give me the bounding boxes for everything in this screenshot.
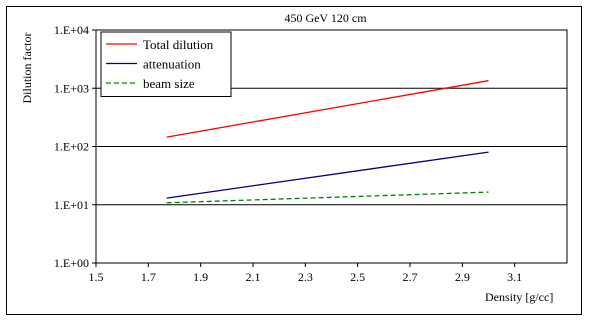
chart-frame: 1.E+00 1.E+01 1.E+02 1.E+03 1.E+04 1.5 1.7 1.9 2… [6,6,582,315]
y-tick-label: 1.E+03 [54,81,89,95]
legend: Total dilution attenuation beam size [100,31,232,97]
legend-box [100,31,232,97]
legend-label: beam size [143,76,195,91]
tick-layer: 1.E+00 1.E+01 1.E+02 1.E+03 1.E+04 1.5 1.7 1.9 2… [54,23,522,284]
series-line-beam-size [166,191,489,204]
x-tick-label: 1.9 [193,270,208,284]
y-tick-label: 1.E+01 [54,198,89,212]
legend-label: attenuation [143,57,201,72]
y-tick-label: 1.E+02 [54,140,89,154]
x-tick-label: 2.5 [350,270,365,284]
x-tick-label: 1.5 [89,270,104,284]
y-axis-title: Dilution factor [20,33,34,104]
legend-label: Total dilution [143,37,214,52]
chart-svg: 1.E+00 1.E+01 1.E+02 1.E+03 1.E+04 1.5 1.7 1.9 2… [20,11,568,304]
x-tick-label: 2.1 [246,270,261,284]
x-axis-title: Density [g/cc] [485,290,553,304]
grid-layer [96,87,567,206]
x-tick-label: 3.1 [507,270,522,284]
series-line-total-dilution [166,80,489,138]
series-line-attenuation [166,151,489,199]
series-layer [166,80,489,204]
x-tick-label: 1.7 [141,270,156,284]
x-tick-label: 2.7 [403,270,418,284]
x-tick-label: 2.9 [455,270,470,284]
chart-title: 450 GeV 120 cm [284,11,367,25]
y-tick-label: 1.E+04 [54,23,89,37]
y-tick-label: 1.E+00 [54,256,89,270]
x-tick-label: 2.3 [298,270,313,284]
